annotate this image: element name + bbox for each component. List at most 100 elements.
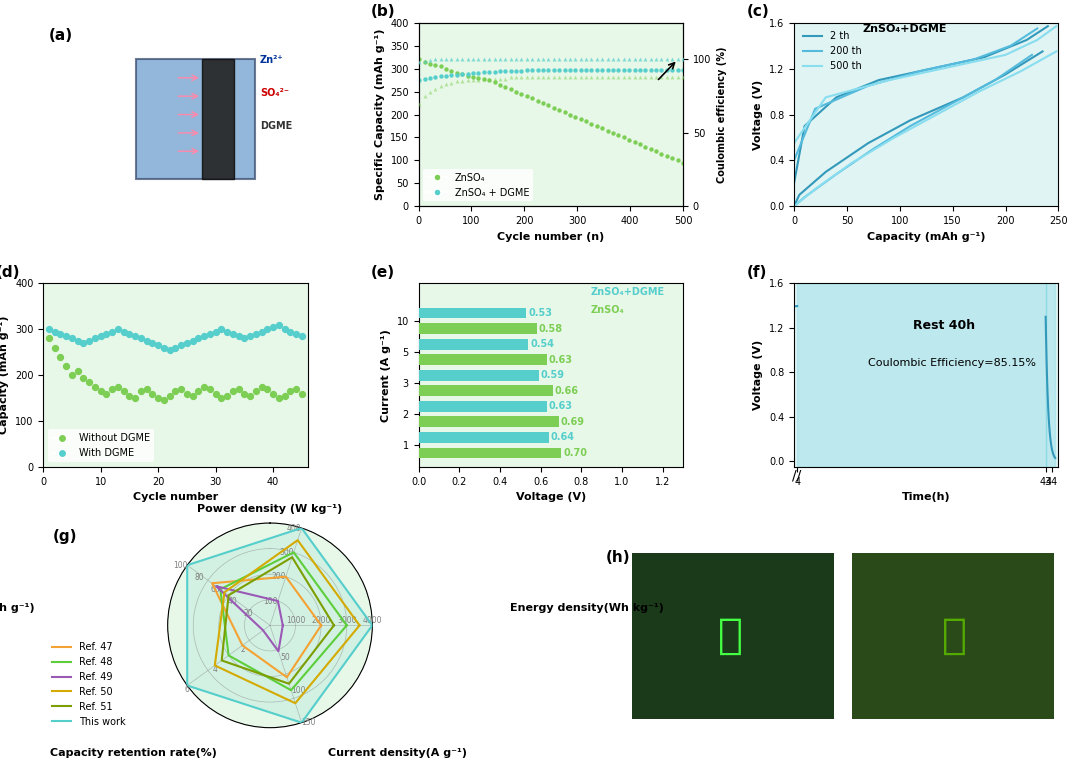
With DGME [138, 335, 156, 347]
Point [572, 71, 590, 83]
ZnSO₄ [513, 88, 530, 100]
With DGME [225, 328, 242, 340]
Point [658, 53, 675, 65]
ZnSO₄ + DGME [529, 64, 546, 77]
Text: 0.53: 0.53 [528, 308, 553, 318]
ZnSO₄ + DGME [448, 68, 465, 80]
With DGME [242, 330, 259, 343]
Point [508, 71, 525, 83]
Point [535, 53, 552, 65]
Bar [419, 308, 526, 318]
Point [632, 53, 649, 65]
Point [513, 71, 530, 83]
Point [513, 53, 530, 65]
ZnSO₄ [647, 146, 664, 158]
Point [502, 71, 519, 83]
Point [481, 53, 498, 65]
Point [636, 53, 653, 65]
ZnSO₄ + DGME [626, 64, 644, 76]
With DGME [184, 335, 201, 347]
Point [470, 74, 487, 86]
ZnSO₄ [556, 106, 573, 118]
Legend: Ref. 47, Ref. 48, Ref. 49, Ref. 50, Ref. 51, This work: Ref. 47, Ref. 48, Ref. 49, Ref. 50, Ref.… [49, 638, 130, 731]
Text: 6: 6 [185, 685, 190, 694]
Point [669, 53, 686, 65]
Without DGME [242, 390, 259, 402]
ZnSO₄ [443, 65, 460, 77]
Text: Power density (W kg⁻¹): Power density (W kg⁻¹) [198, 504, 342, 515]
Without DGME [109, 381, 126, 393]
X-axis label: Capacity (mAh g⁻¹): Capacity (mAh g⁻¹) [867, 232, 985, 242]
ZnSO₄ [497, 81, 514, 93]
Text: 0.63: 0.63 [549, 401, 572, 412]
Point [540, 71, 557, 83]
Text: ZnSO₄+DGME: ZnSO₄+DGME [591, 287, 664, 297]
Text: 0.54: 0.54 [530, 339, 554, 349]
Point [470, 53, 487, 65]
Point [556, 53, 573, 65]
Text: 4: 4 [213, 666, 217, 675]
ZnSO₄ [594, 122, 611, 134]
Bar [419, 323, 537, 334]
Bar [419, 447, 561, 459]
Without DGME [207, 387, 225, 399]
ZnSO₄ + DGME [459, 67, 476, 80]
Point [652, 71, 670, 83]
With DGME [247, 328, 265, 340]
ZnSO₄ [669, 155, 686, 167]
ZnSO₄ [518, 90, 536, 102]
ZnSO₄ + DGME [605, 64, 622, 76]
Point [642, 71, 659, 83]
With DGME [201, 328, 218, 340]
Point [459, 74, 476, 86]
ZnSO₄ [605, 127, 622, 139]
Point [605, 71, 622, 83]
Legend: Without DGME, With DGME: Without DGME, With DGME [49, 430, 154, 462]
ZnSO₄ [421, 58, 438, 70]
Point [663, 53, 680, 65]
Without DGME [46, 342, 64, 354]
Point [475, 73, 492, 85]
Point [578, 71, 595, 83]
ZnSO₄ [572, 113, 590, 125]
Point [578, 53, 595, 65]
ZnSO₄ [437, 63, 455, 75]
Point [674, 53, 691, 65]
ZnSO₄ [416, 55, 433, 67]
Point [481, 73, 498, 85]
Point [421, 54, 438, 66]
ZnSO₄ + DGME [427, 70, 444, 83]
Point [616, 71, 633, 83]
With DGME [132, 333, 149, 345]
ZnSO₄ [502, 83, 519, 96]
Point [448, 76, 465, 88]
ZnSO₄ + DGME [663, 64, 680, 76]
Text: Capacity(mAh g⁻¹): Capacity(mAh g⁻¹) [0, 603, 35, 613]
Y-axis label: Voltage (V): Voltage (V) [754, 80, 764, 149]
ZnSO₄ [626, 136, 644, 148]
ZnSO₄ [475, 73, 492, 85]
Text: 80: 80 [194, 573, 204, 581]
ZnSO₄ [508, 86, 525, 98]
Without DGME [132, 385, 149, 397]
ZnSO₄ + DGME [518, 64, 536, 77]
ZnSO₄ + DGME [540, 64, 557, 77]
Point [524, 71, 541, 83]
ZnSO₄ + DGME [470, 67, 487, 79]
With DGME [173, 340, 190, 352]
ZnSO₄ + DGME [616, 64, 633, 76]
Text: 150: 150 [301, 718, 316, 727]
Without DGME [247, 385, 265, 397]
Point [497, 53, 514, 65]
ZnSO₄ + DGME [642, 64, 659, 76]
ZnSO₄ + DGME [410, 74, 428, 86]
Bar [419, 370, 539, 381]
Text: 2000: 2000 [311, 616, 330, 625]
ZnSO₄ [599, 124, 617, 136]
ZnSO₄ [410, 53, 428, 65]
Point [626, 71, 644, 83]
Point [632, 71, 649, 83]
With DGME [207, 325, 225, 337]
ZnSO₄ + DGME [669, 64, 686, 76]
Point [605, 53, 622, 65]
